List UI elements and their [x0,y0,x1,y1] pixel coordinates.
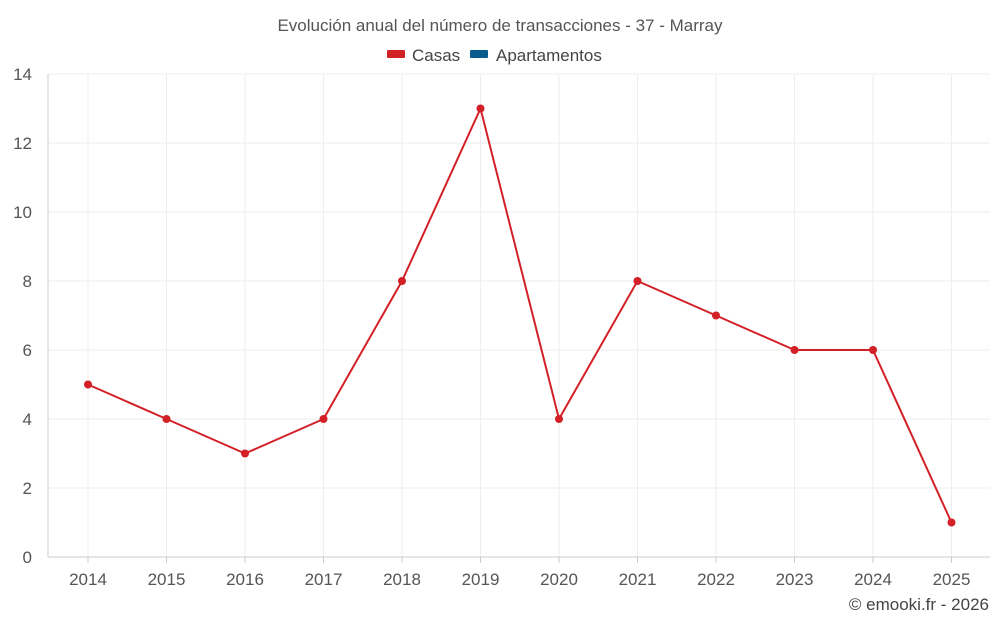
data-point-casas-2025[interactable] [947,518,956,527]
legend: Casas Apartamentos [387,46,602,65]
y-tick-label: 8 [23,272,32,291]
data-point-casas-2019[interactable] [476,104,485,113]
y-tick-label: 0 [23,548,32,567]
x-tick-label: 2021 [619,570,657,589]
series-lines [87,107,953,523]
data-point-casas-2022[interactable] [712,311,720,320]
x-axis-ticks: 2014 2015 2016 2017 2018 2019 2020 2021 2022 2023… [69,557,970,589]
y-tick-label: 10 [13,203,32,222]
data-point-casas-2020[interactable] [555,415,563,423]
x-tick-label: 2014 [69,570,107,589]
data-point-casas-2024[interactable] [869,346,877,354]
y-tick-label: 6 [23,341,32,360]
grid [48,73,990,557]
legend-label-apartamentos[interactable]: Apartamentos [496,46,602,65]
data-point-casas-2017[interactable] [319,415,328,423]
data-point-casas-2023[interactable] [790,346,799,354]
data-point-casas-2014[interactable] [84,380,92,389]
x-tick-label: 2025 [933,570,971,589]
series-points [84,104,956,527]
credit-text: © emooki.fr - 2026 [849,595,989,614]
x-tick-label: 2024 [854,570,892,589]
x-tick-label: 2023 [776,570,814,589]
y-tick-label: 4 [23,410,32,429]
data-point-casas-2018[interactable] [398,277,406,285]
data-point-casas-2021[interactable] [633,277,642,285]
x-tick-label: 2019 [462,570,500,589]
y-tick-label: 2 [23,479,32,498]
series-line-casas [87,107,953,523]
legend-swatch-apartamentos [470,50,488,58]
x-tick-label: 2018 [383,570,421,589]
legend-swatch-casas [387,50,405,58]
x-tick-label: 2017 [305,570,343,589]
x-tick-label: 2022 [697,570,735,589]
chart-title: Evolución anual del número de transaccio… [277,16,723,35]
axes [47,74,990,558]
x-tick-label: 2016 [226,570,264,589]
x-tick-label: 2020 [540,570,578,589]
data-point-casas-2016[interactable] [241,449,249,458]
x-tick-label: 2015 [148,570,186,589]
y-tick-label: 12 [13,134,32,153]
y-axis-ticks: 0 2 4 6 8 10 12 14 [13,65,32,567]
y-tick-label: 14 [13,65,32,84]
legend-label-casas[interactable]: Casas [412,46,460,65]
data-point-casas-2015[interactable] [162,415,171,423]
